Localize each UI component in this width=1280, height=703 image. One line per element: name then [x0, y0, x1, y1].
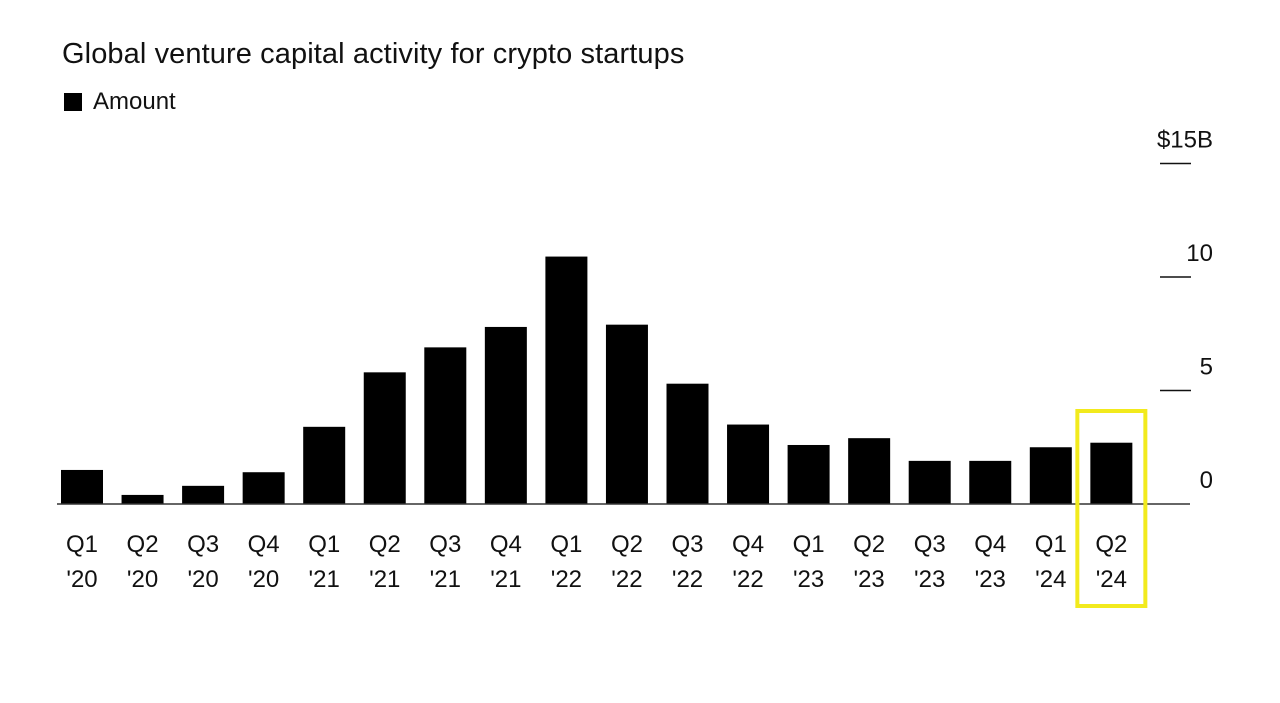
- x-tick-label-quarter: Q1: [1035, 531, 1067, 558]
- bar: [1090, 442, 1133, 504]
- x-tick-label-year: '21: [309, 566, 340, 593]
- x-tick-label-year: '23: [793, 566, 824, 593]
- x-tick-label-year: '20: [66, 566, 97, 593]
- bar: [484, 326, 527, 504]
- x-tick-label-year: '21: [369, 566, 400, 593]
- bar: [182, 485, 225, 504]
- x-tick-label-quarter: Q1: [793, 531, 825, 558]
- x-tick-label-quarter: Q1: [550, 531, 582, 558]
- x-tick-label-year: '21: [490, 566, 521, 593]
- bar: [363, 372, 406, 504]
- bar: [666, 383, 709, 504]
- x-tick-label-quarter: Q2: [369, 531, 401, 558]
- x-tick-label-year: '24: [1096, 566, 1127, 593]
- x-tick-label-quarter: Q4: [974, 531, 1006, 558]
- bar: [303, 426, 346, 504]
- bar: [424, 347, 467, 504]
- legend: Amount: [64, 88, 176, 116]
- x-tick-label-year: '20: [248, 566, 279, 593]
- x-tick-label-quarter: Q4: [248, 531, 280, 558]
- x-tick-label-quarter: Q3: [429, 531, 461, 558]
- x-tick-label-year: '23: [975, 566, 1006, 593]
- x-tick-label-quarter: Q2: [611, 531, 643, 558]
- bar: [605, 324, 648, 504]
- y-tick-label: 0: [1200, 467, 1213, 494]
- bar: [61, 469, 103, 504]
- bar: [242, 472, 285, 504]
- x-tick-label-quarter: Q3: [914, 531, 946, 558]
- x-tick-label-quarter: Q1: [308, 531, 340, 558]
- x-tick-label-quarter: Q2: [1095, 531, 1127, 558]
- legend-label-amount: Amount: [93, 88, 176, 115]
- x-tick-label-quarter: Q4: [490, 531, 522, 558]
- chart-title: Global venture capital activity for cryp…: [62, 38, 685, 70]
- bar: [969, 460, 1012, 504]
- bar: [121, 494, 164, 504]
- bar: [727, 424, 770, 504]
- x-tick-label-year: '21: [430, 566, 461, 593]
- bar: [848, 438, 891, 504]
- x-tick-label-quarter: Q1: [66, 531, 98, 558]
- bar: [1029, 447, 1072, 504]
- x-tick-label-year: '24: [1035, 566, 1066, 593]
- x-tick-label-quarter: Q3: [187, 531, 219, 558]
- x-tick-label-year: '22: [732, 566, 763, 593]
- x-tick-label-year: '23: [854, 566, 885, 593]
- y-tick-label: 10: [1186, 240, 1213, 267]
- x-tick-label-year: '20: [127, 566, 158, 593]
- x-tick-label-quarter: Q2: [127, 531, 159, 558]
- x-tick-label-quarter: Q2: [853, 531, 885, 558]
- highlight-box: [1075, 409, 1148, 608]
- x-tick-label-year: '23: [914, 566, 945, 593]
- x-tick-label-year: '22: [611, 566, 642, 593]
- x-tick-label-year: '20: [187, 566, 218, 593]
- y-tick-label: $15B: [1157, 127, 1213, 154]
- legend-swatch: [64, 93, 82, 111]
- x-tick-label-year: '22: [551, 566, 582, 593]
- y-tick-label: 5: [1200, 354, 1213, 381]
- x-tick-label-quarter: Q3: [671, 531, 703, 558]
- bar: [545, 256, 588, 504]
- x-tick-label-year: '22: [672, 566, 703, 593]
- bar: [787, 444, 830, 504]
- x-tick-label-quarter: Q4: [732, 531, 764, 558]
- bar: [908, 460, 951, 504]
